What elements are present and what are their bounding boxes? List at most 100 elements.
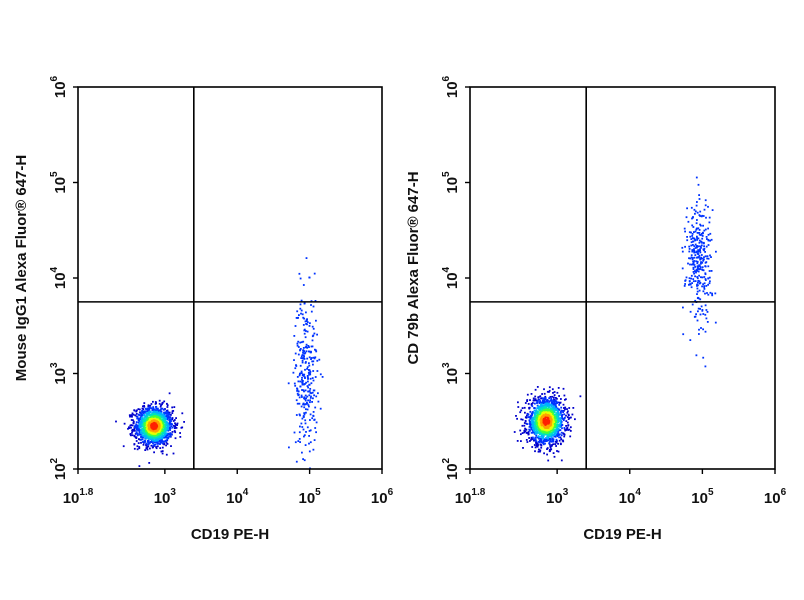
data-point: [553, 405, 556, 408]
data-point: [296, 402, 299, 405]
data-point: [704, 228, 707, 231]
data-point: [564, 406, 567, 409]
data-point: [159, 413, 162, 416]
data-point: [684, 245, 686, 248]
data-point: [538, 433, 541, 436]
data-point: [696, 219, 698, 221]
data-point: [122, 445, 125, 448]
data-point: [311, 401, 313, 403]
data-point: [547, 439, 549, 441]
data-point: [701, 268, 703, 271]
data-point: [536, 404, 539, 407]
data-point: [174, 422, 176, 425]
data-point: [701, 285, 703, 288]
data-point: [532, 397, 535, 400]
data-point: [299, 277, 302, 280]
data-point: [309, 397, 312, 399]
data-point: [304, 389, 307, 392]
data-point: [303, 332, 306, 335]
data-point: [321, 376, 324, 378]
data-point: [691, 216, 694, 219]
data-point: [523, 424, 526, 427]
data-point: [543, 438, 546, 441]
data-point: [549, 433, 552, 436]
data-point: [149, 411, 152, 413]
data-point: [154, 436, 157, 439]
data-point: [685, 216, 688, 219]
data-point: [297, 346, 300, 348]
plot-frame: [77, 86, 383, 470]
data-point: [704, 279, 707, 281]
data-point: [129, 433, 132, 435]
data-point: [536, 420, 538, 422]
data-point: [551, 404, 553, 407]
data-point: [306, 375, 309, 377]
data-point: [560, 409, 563, 412]
data-point: [161, 416, 164, 419]
data-point: [300, 309, 303, 312]
data-point: [310, 357, 313, 359]
data-point: [308, 276, 311, 279]
data-point: [558, 439, 561, 442]
data-point: [544, 430, 546, 432]
data-point: [531, 413, 534, 416]
data-point: [169, 432, 172, 434]
data-point: [538, 402, 541, 405]
data-point: [533, 444, 536, 446]
data-point: [131, 428, 134, 431]
data-point: [303, 406, 306, 409]
data-point: [313, 419, 316, 421]
data-point: [311, 391, 314, 394]
data-point: [293, 431, 296, 434]
data-point: [691, 250, 694, 253]
data-point: [536, 417, 539, 420]
data-point: [154, 441, 157, 444]
data-point: [698, 274, 700, 277]
data-point: [704, 278, 707, 280]
data-point: [298, 396, 301, 399]
data-point: [301, 426, 304, 428]
data-point: [564, 429, 567, 432]
data-point: [553, 433, 556, 436]
data-point: [552, 438, 555, 441]
data-point: [555, 432, 558, 435]
data-point: [698, 255, 701, 257]
data-point: [692, 260, 694, 263]
data-point: [568, 417, 571, 419]
data-point: [145, 442, 148, 445]
data-point: [146, 410, 149, 412]
data-point: [566, 421, 569, 424]
data-point: [694, 254, 697, 256]
data-point: [699, 298, 702, 301]
data-point: [710, 238, 713, 241]
data-point: [537, 443, 539, 446]
data-point: [688, 248, 691, 250]
data-point: [563, 413, 566, 416]
data-point: [165, 444, 167, 447]
data-point: [156, 413, 158, 415]
data-point: [549, 399, 552, 402]
data-point: [686, 236, 688, 238]
data-point: [160, 407, 163, 410]
data-point: [535, 443, 538, 446]
data-point: [165, 436, 168, 439]
data-point: [302, 284, 305, 286]
data-point: [534, 446, 537, 449]
data-point: [556, 440, 558, 442]
data-point: [549, 443, 551, 446]
data-point: [309, 429, 312, 432]
y-tick-label: 103: [49, 362, 69, 385]
data-point: [707, 257, 710, 260]
x-tick-label: 106: [371, 487, 394, 507]
data-point: [297, 316, 299, 319]
data-point: [160, 416, 163, 419]
data-point: [168, 413, 170, 416]
data-point: [166, 414, 168, 417]
data-point: [699, 266, 702, 269]
data-point: [684, 230, 686, 233]
data-point: [158, 442, 160, 445]
data-point: [558, 395, 560, 397]
data-point: [160, 411, 162, 413]
data-point: [556, 411, 559, 413]
